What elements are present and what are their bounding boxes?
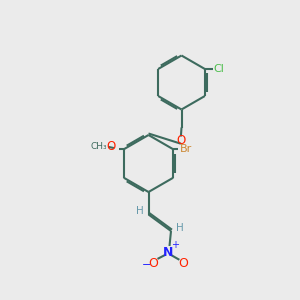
Text: H: H	[176, 223, 183, 233]
Text: N: N	[163, 245, 173, 259]
Text: Cl: Cl	[213, 64, 224, 74]
Text: H: H	[136, 206, 144, 217]
Text: O: O	[148, 257, 158, 270]
Text: CH₃: CH₃	[91, 142, 107, 152]
Text: O: O	[176, 134, 185, 147]
Text: +: +	[171, 240, 178, 250]
Text: O: O	[178, 257, 188, 270]
Text: O: O	[106, 140, 116, 153]
Text: Br: Br	[180, 144, 192, 154]
Text: −: −	[142, 260, 151, 270]
